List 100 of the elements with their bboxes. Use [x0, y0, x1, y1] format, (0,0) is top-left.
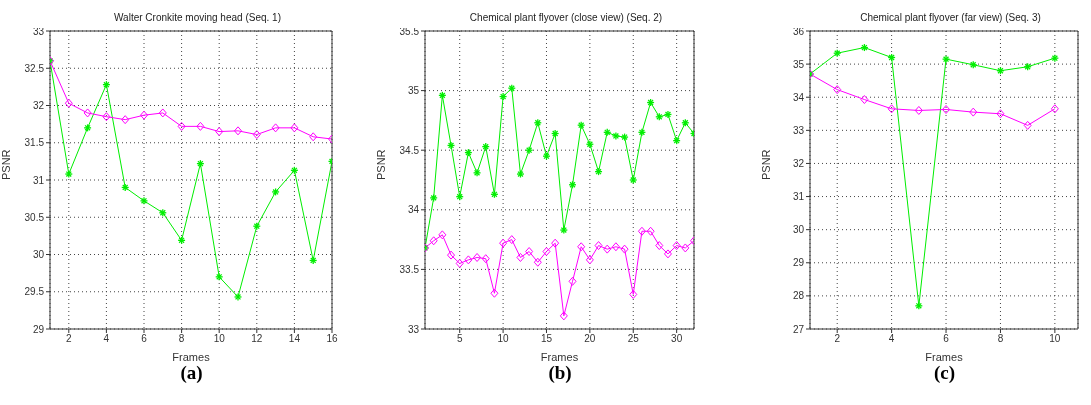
point — [438, 230, 447, 240]
point — [473, 252, 482, 262]
point — [646, 226, 655, 236]
y-axis-title: PSNR — [0, 149, 12, 180]
point — [507, 235, 516, 245]
point — [83, 108, 92, 118]
point — [996, 109, 1005, 119]
point — [603, 244, 612, 254]
y-tick-label: 32.5 — [24, 62, 45, 74]
point — [637, 226, 646, 236]
point — [1023, 120, 1032, 130]
y-tick-label: 33 — [407, 323, 420, 335]
y-tick-label: 29.5 — [24, 286, 45, 298]
point — [672, 241, 681, 251]
point — [577, 242, 586, 252]
point — [121, 115, 130, 125]
point — [252, 130, 261, 140]
y-tick-label: 30.5 — [24, 211, 45, 223]
x-tick-label: 10 — [1049, 333, 1061, 345]
point — [551, 238, 560, 248]
x-axis-title: Frames — [925, 351, 964, 363]
point — [196, 121, 205, 131]
x-tick-label: 4 — [103, 333, 110, 345]
x-tick-label: 8 — [997, 333, 1004, 345]
point — [290, 123, 299, 133]
x-tick-label: 30 — [671, 333, 683, 345]
y-tick-label: 30 — [792, 224, 805, 236]
point — [215, 127, 224, 137]
point — [833, 85, 842, 95]
x-tick-label: 16 — [326, 333, 338, 345]
point — [585, 255, 594, 265]
y-tick-label: 33 — [792, 124, 805, 136]
point — [620, 244, 629, 254]
point — [860, 95, 869, 105]
point — [887, 104, 896, 114]
chart-title: Chemical plant flyover (close view) (Seq. 2) — [468, 12, 664, 23]
y-tick-label: 32 — [32, 100, 45, 112]
point — [490, 288, 499, 298]
y-tick-label: 29 — [32, 323, 45, 335]
point — [481, 254, 490, 264]
point — [499, 238, 508, 248]
y-tick-label: 31.5 — [24, 137, 45, 149]
x-tick-label: 10 — [213, 333, 226, 345]
x-tick-label: 25 — [627, 333, 640, 345]
y-tick-label: 32 — [792, 157, 805, 169]
y-tick-label: 35 — [407, 85, 420, 97]
x-tick-label: 10 — [497, 333, 510, 345]
point — [969, 107, 978, 117]
y-axis-title: PSNR — [374, 149, 387, 180]
point — [611, 242, 620, 252]
x-tick-label: 6 — [141, 333, 148, 345]
y-tick-label: 33.5 — [399, 263, 420, 275]
point — [271, 123, 280, 133]
x-tick-label: 4 — [888, 333, 895, 345]
y-tick-label: 28 — [792, 290, 805, 302]
point — [177, 121, 186, 131]
point — [525, 247, 534, 257]
point — [158, 108, 167, 118]
point — [914, 105, 923, 115]
point — [568, 276, 577, 286]
point — [559, 311, 568, 321]
point — [516, 252, 525, 262]
x-tick-label: 2 — [834, 333, 841, 345]
y-tick-label: 36 — [792, 25, 805, 37]
point — [942, 104, 951, 114]
point — [542, 247, 551, 257]
chart-title: Chemical plant flyover (far view) (Seq. 3) — [859, 12, 1042, 23]
point — [655, 241, 664, 251]
point — [594, 241, 603, 251]
point — [140, 110, 148, 120]
point — [464, 255, 473, 265]
point — [64, 98, 73, 108]
text: (c) — [932, 362, 957, 384]
point — [681, 243, 690, 253]
point — [102, 112, 111, 122]
point — [1050, 104, 1059, 114]
text: (a) — [179, 362, 204, 384]
y-tick-label: 34.5 — [399, 144, 420, 156]
x-tick-label: 20 — [584, 333, 596, 345]
y-tick-label: 29 — [792, 257, 805, 269]
x-tick-label: 12 — [251, 333, 263, 345]
x-axis-title: Frames — [172, 351, 211, 363]
y-tick-label: 35 — [792, 58, 805, 70]
point — [309, 132, 318, 142]
y-tick-label: 34 — [792, 91, 805, 103]
x-tick-label: 8 — [178, 333, 185, 345]
x-tick-label: 14 — [288, 333, 301, 345]
point — [455, 258, 464, 268]
point — [533, 257, 542, 267]
point — [629, 289, 638, 299]
y-tick-label: 35.5 — [399, 25, 420, 37]
y-tick-label: 27 — [792, 323, 805, 335]
y-tick-label: 30 — [32, 249, 45, 261]
point — [447, 250, 456, 260]
point — [663, 249, 672, 259]
y-tick-label: 31 — [32, 174, 45, 186]
point — [429, 236, 438, 246]
x-tick-label: 15 — [540, 333, 553, 345]
x-axis-title: Frames — [540, 351, 579, 363]
x-tick-label: 6 — [943, 333, 950, 345]
